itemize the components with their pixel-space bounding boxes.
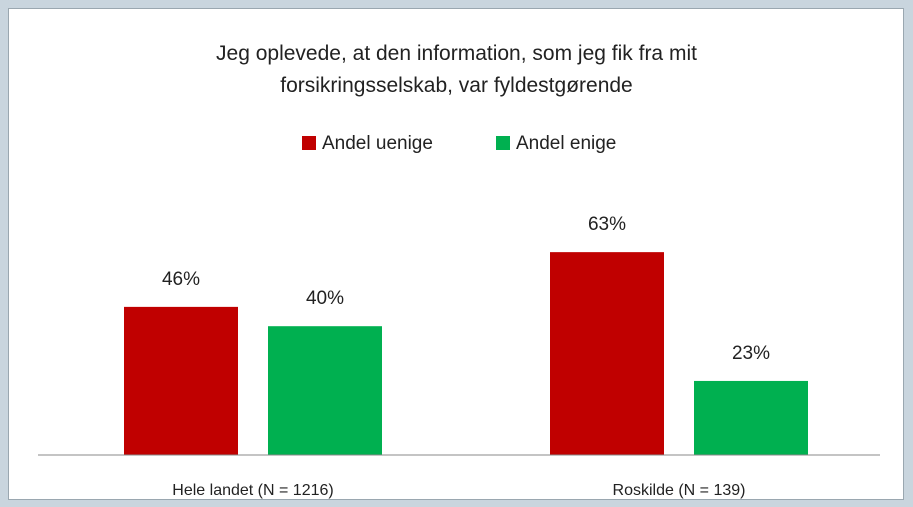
bar <box>124 306 238 455</box>
legend-label: Andel enige <box>516 133 616 154</box>
legend-swatch <box>302 136 316 150</box>
x-tick-label: Roskilde (N = 139) <box>613 482 746 499</box>
bar <box>694 380 808 455</box>
legend-swatch <box>496 136 510 150</box>
x-tick-label: Hele landet (N = 1216) <box>172 482 333 499</box>
data-label: 23% <box>732 343 770 364</box>
legend-label: Andel uenige <box>322 133 433 154</box>
bar <box>550 252 664 455</box>
data-label: 46% <box>162 269 200 290</box>
bar <box>268 326 382 455</box>
chart-title: Jeg oplevede, at den information, som je… <box>216 42 697 97</box>
data-label: 40% <box>306 288 344 309</box>
data-label: 63% <box>588 214 626 235</box>
